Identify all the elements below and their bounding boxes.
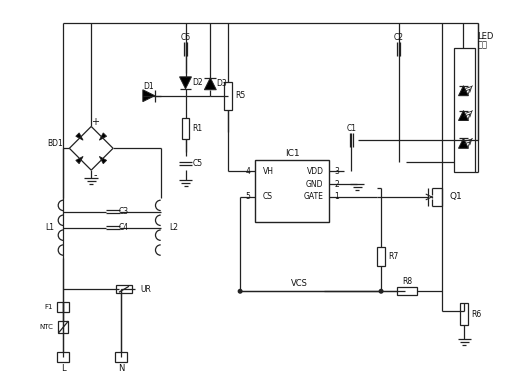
Text: BD1: BD1 [48, 139, 63, 148]
Text: L: L [61, 364, 66, 373]
Polygon shape [180, 77, 191, 89]
Text: C5: C5 [193, 159, 202, 168]
Text: -: - [93, 170, 97, 180]
Text: R1: R1 [193, 124, 202, 133]
Bar [58, 321, 69, 333]
Text: UR: UR [141, 285, 152, 294]
Text: GATE: GATE [304, 192, 324, 201]
Text: VCS: VCS [291, 279, 308, 288]
Text: C6: C6 [180, 33, 190, 42]
Circle shape [379, 290, 383, 293]
Bar [454, 48, 475, 172]
Polygon shape [99, 157, 106, 164]
Bar [116, 285, 132, 293]
Text: C4: C4 [119, 223, 129, 232]
Polygon shape [76, 157, 83, 164]
Bar [460, 303, 468, 325]
Text: Q1: Q1 [449, 192, 462, 201]
Text: D3: D3 [216, 79, 227, 88]
Bar [377, 247, 385, 266]
Text: R8: R8 [402, 277, 412, 286]
Bar [57, 352, 69, 362]
Polygon shape [459, 86, 468, 96]
Text: L1: L1 [46, 223, 54, 232]
Text: C1: C1 [346, 124, 356, 133]
Bar [224, 82, 232, 109]
Text: VDD: VDD [307, 167, 324, 176]
Text: C3: C3 [119, 207, 129, 216]
Polygon shape [204, 78, 216, 90]
Text: D1: D1 [143, 82, 154, 91]
Text: 5: 5 [246, 192, 250, 201]
Text: R6: R6 [471, 310, 481, 318]
Bar [255, 160, 329, 222]
Text: 2: 2 [334, 179, 339, 188]
Text: R5: R5 [235, 91, 245, 100]
Text: L2: L2 [169, 223, 179, 232]
Polygon shape [76, 133, 83, 140]
Text: VH: VH [263, 167, 274, 176]
Polygon shape [143, 90, 155, 102]
Text: C2: C2 [394, 33, 404, 42]
Text: 4: 4 [246, 167, 250, 176]
Text: NTC: NTC [39, 324, 53, 330]
Text: N: N [118, 364, 124, 373]
Text: R7: R7 [388, 252, 398, 261]
Text: D2: D2 [192, 78, 203, 87]
Text: 负载: 负载 [477, 41, 487, 49]
Polygon shape [99, 133, 106, 140]
Text: CS: CS [263, 192, 273, 201]
Text: GND: GND [306, 179, 324, 188]
Bar [115, 352, 127, 362]
Polygon shape [459, 111, 468, 120]
Text: F1: F1 [44, 304, 53, 310]
Text: IC1: IC1 [285, 149, 300, 158]
Text: LED: LED [477, 32, 494, 41]
Text: 1: 1 [334, 192, 339, 201]
Bar [397, 287, 417, 295]
Circle shape [238, 290, 242, 293]
Polygon shape [459, 138, 468, 148]
Bar [182, 117, 189, 139]
Text: 3: 3 [334, 167, 339, 176]
Text: +: + [91, 117, 99, 127]
Bar [57, 302, 69, 312]
